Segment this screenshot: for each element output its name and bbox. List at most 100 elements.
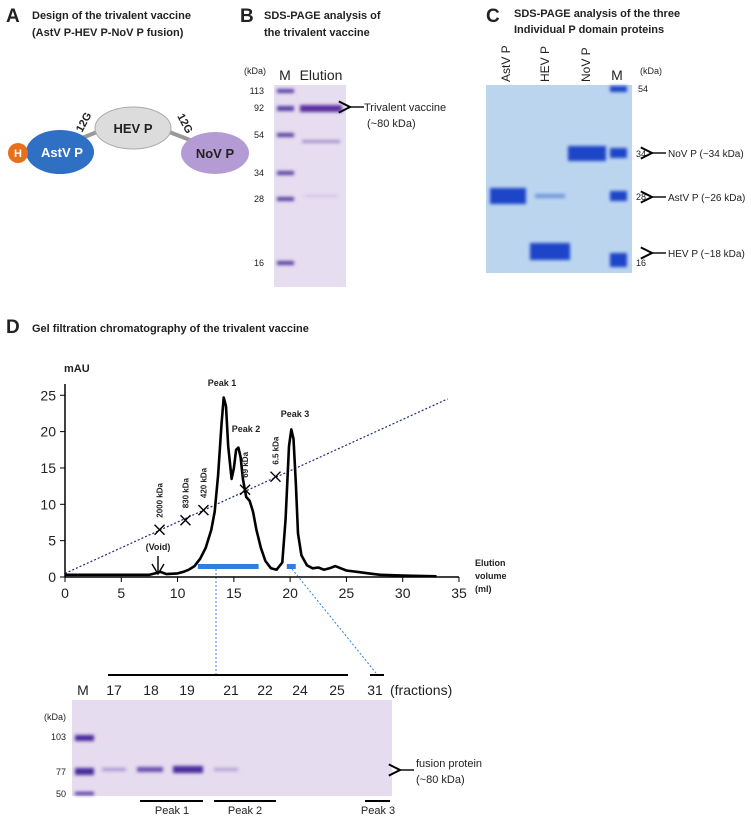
pooled-range [286,564,296,569]
lane-label: 25 [329,682,345,698]
lane-label: 18 [143,682,159,698]
lane-label: NoV P [579,47,593,82]
band-label: (~80 kDa) [416,774,465,786]
x-axis-label: Elution [475,558,506,568]
y-tick-label: 15 [40,460,56,476]
domain-shape [181,132,249,174]
marker-label: 54 [254,130,264,140]
marker-label: 77 [56,767,66,777]
peak-label: Peak 1 [155,805,189,817]
gel-bands [75,735,238,795]
marker-label: 34 [636,149,646,159]
x-tick-label: 10 [170,585,186,601]
standard-label: 420 kDa [199,467,208,498]
unit-label: (kDa) [640,66,662,76]
x-axis-label: volume [475,571,507,581]
marker-label: 113 [250,86,264,96]
marker-label: 28 [636,192,646,202]
unit-label: (kDa) [44,712,66,722]
lane-label: M [611,67,623,83]
panel-title: (AstV P-HEV P-NoV P fusion) [32,27,184,39]
domain-shape [26,130,94,174]
y-tick-label: 10 [40,496,56,512]
x-tick-label: 25 [339,585,355,601]
band-label: AstV P (~26 kDa) [668,193,745,204]
peak-label: Peak 1 [208,378,237,388]
lane-label: 17 [106,682,122,698]
marker-label: 16 [254,258,264,268]
chart-title: Gel filtration chromatography of the tri… [32,323,309,335]
panel-title: Design of the trivalent vaccine [32,10,191,22]
marker-label: 34 [254,168,264,178]
gel-bands [490,86,627,267]
x-tick-label: 35 [451,585,467,601]
lane-label: M [279,67,291,83]
lane-label: Elution [300,67,343,83]
standard-marker [179,514,191,526]
x-tick-label: 5 [117,585,125,601]
standard-label: 2000 kDa [156,483,165,518]
fractions-label: (fractions) [390,682,452,698]
y-tick-label: 0 [48,569,56,585]
gel [72,700,392,796]
domain-label: H [14,148,22,160]
gel-bands [277,89,342,265]
y-tick-label: 25 [40,387,56,403]
y-axis-label: mAU [64,363,90,375]
lane-label: M [77,682,89,698]
lane-label: 21 [223,682,239,698]
lane-label: 19 [179,682,195,698]
y-tick-label: 5 [48,533,56,549]
domain-shape [8,143,28,163]
lane-label: AstV P [499,45,513,82]
x-tick-label: 20 [282,585,298,601]
domain-label: HEV P [113,121,152,136]
chromatogram [65,396,437,578]
pooled-range [197,564,259,569]
marker-label: 28 [254,194,264,204]
panel-letter: B [240,6,254,27]
marker-label: 103 [51,732,66,742]
x-tick-label: 0 [61,585,69,601]
unit-label: (kDa) [244,66,266,76]
marker-label: 50 [56,789,66,799]
panel-letter: D [6,317,20,338]
lane-label: 22 [257,682,273,698]
gel [274,85,346,287]
band-label: (~80 kDa) [367,118,416,130]
standard-marker [239,484,251,496]
panel-title: SDS-PAGE analysis of the three [514,8,680,20]
linker-label: 12G [174,112,194,136]
standard-label: 69 kDa [241,451,250,477]
band-label: HEV P (~18 kDa) [668,249,745,260]
void-arrow [151,556,165,576]
y-tick-label: 20 [40,424,56,440]
standard-marker [154,524,166,536]
panel-letter: A [6,6,20,27]
linker-label: 12G [74,110,94,134]
connector [291,568,377,674]
lane-label: 24 [292,682,308,698]
panel-letter: C [486,6,500,27]
panel-title: Individual P domain proteins [514,24,664,36]
peak-label: Peak 3 [281,409,310,419]
standard-marker [197,504,209,516]
band-label: Trivalent vaccine [364,102,446,114]
standard-label: 830 kDa [181,478,190,509]
domain-shape [94,106,172,150]
lane-label: 31 [367,682,383,698]
marker-label: 54 [638,84,648,94]
gel [486,85,632,273]
x-tick-label: 30 [395,585,411,601]
peak-label: Peak 3 [361,805,395,817]
marker-label: 92 [254,103,264,113]
x-tick-label: 15 [226,585,242,601]
standard-marker [270,471,282,483]
x-axis-label: (ml) [475,584,492,594]
peak-label: Peak 2 [232,424,261,434]
lane-label: HEV P [538,46,552,82]
domain-label: NoV P [196,146,235,161]
marker-label: 16 [636,258,646,268]
panel-title: the trivalent vaccine [264,27,370,39]
